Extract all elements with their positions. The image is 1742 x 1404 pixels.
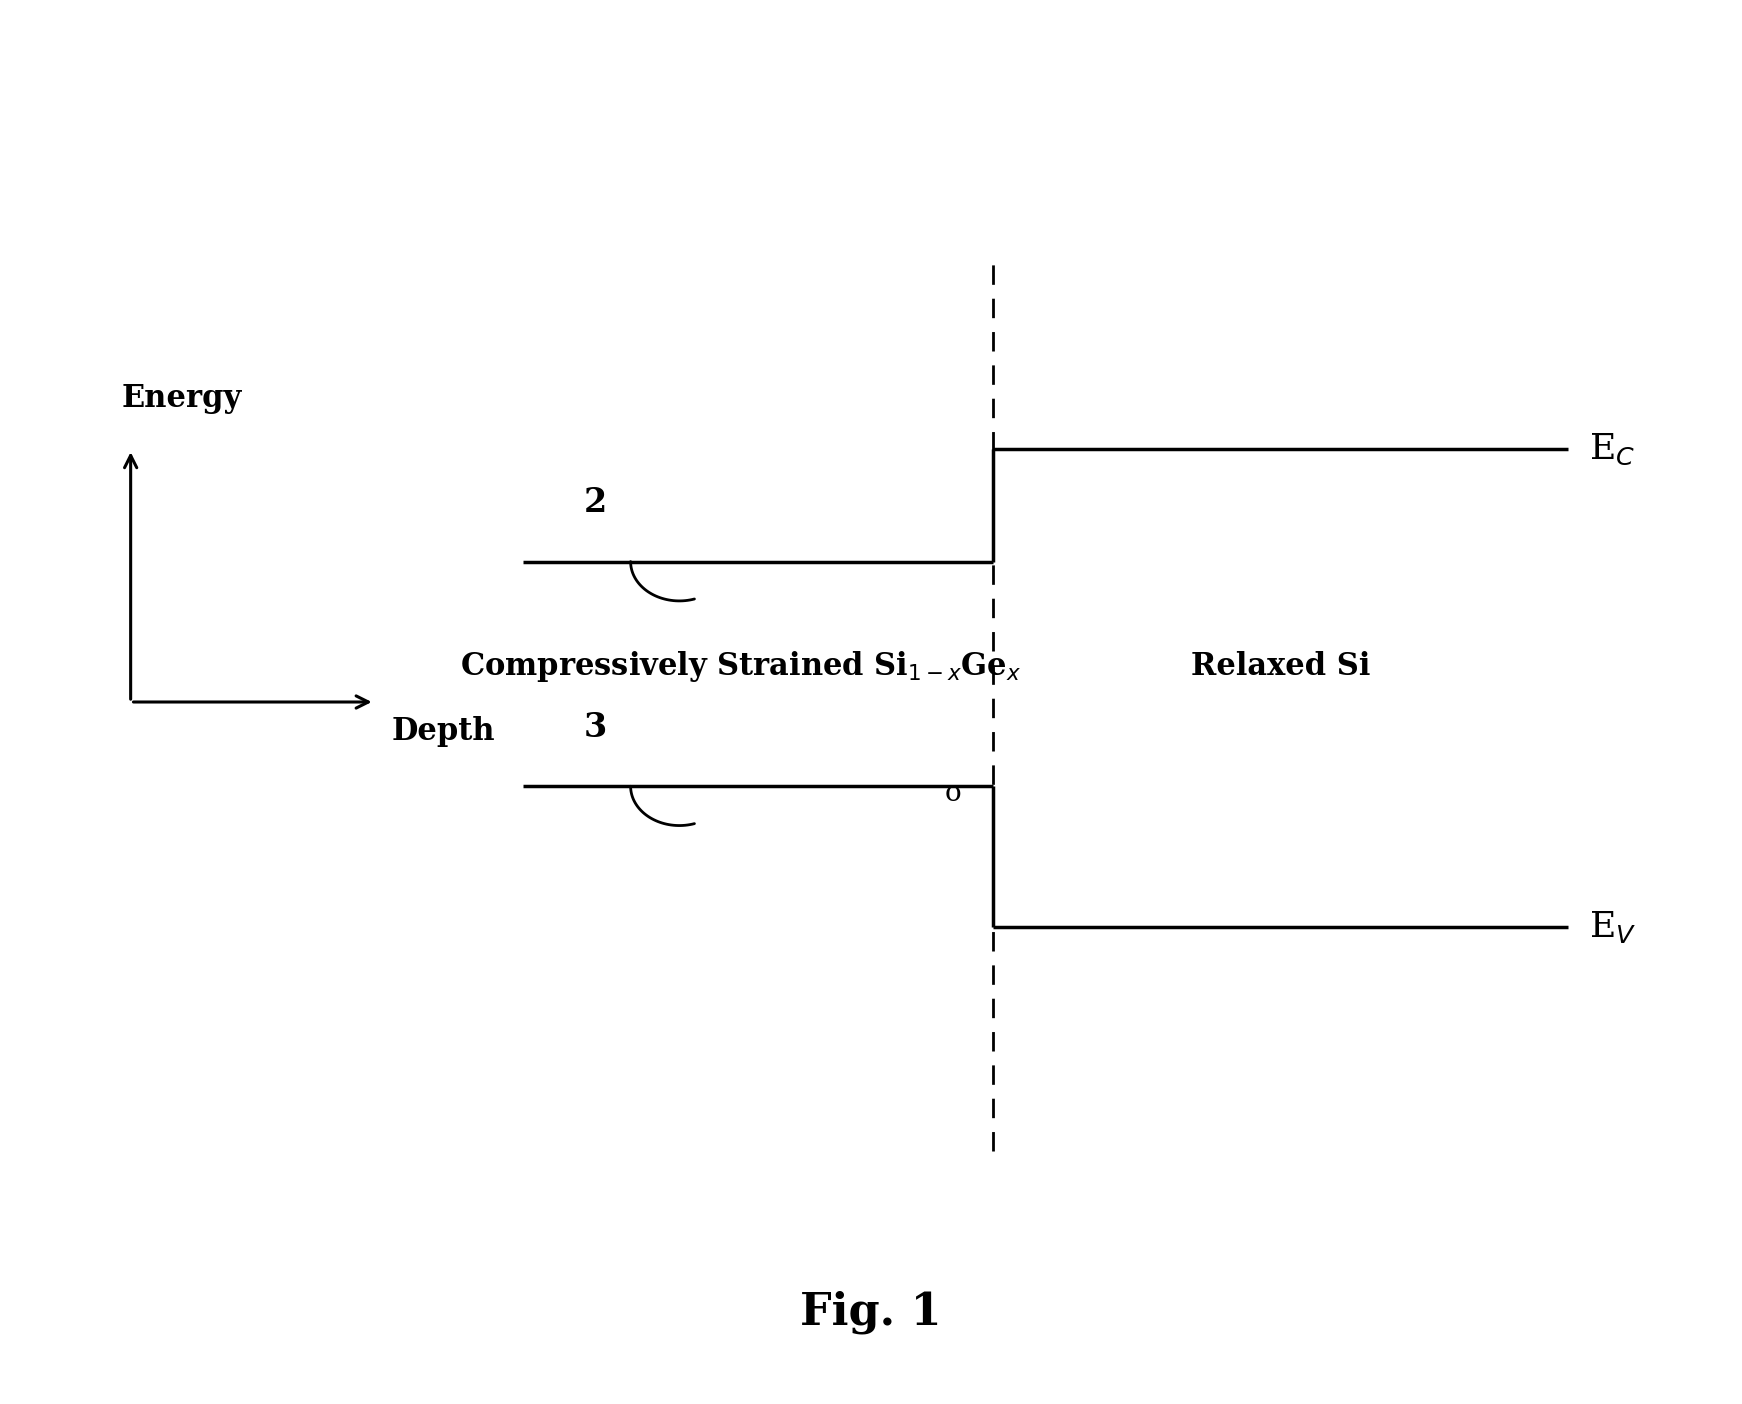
Text: 2: 2 — [584, 486, 606, 519]
Text: Relaxed Si: Relaxed Si — [1192, 651, 1369, 682]
Text: Energy: Energy — [122, 383, 242, 414]
Text: o: o — [944, 779, 962, 807]
Text: E$_V$: E$_V$ — [1589, 908, 1636, 945]
Text: Depth: Depth — [392, 716, 495, 747]
Text: Fig. 1: Fig. 1 — [800, 1292, 942, 1334]
Text: Compressively Strained Si$_{1-x}$Ge$_x$: Compressively Strained Si$_{1-x}$Ge$_x$ — [460, 650, 1021, 684]
Text: 3: 3 — [584, 710, 606, 744]
Text: E$_C$: E$_C$ — [1589, 431, 1636, 468]
